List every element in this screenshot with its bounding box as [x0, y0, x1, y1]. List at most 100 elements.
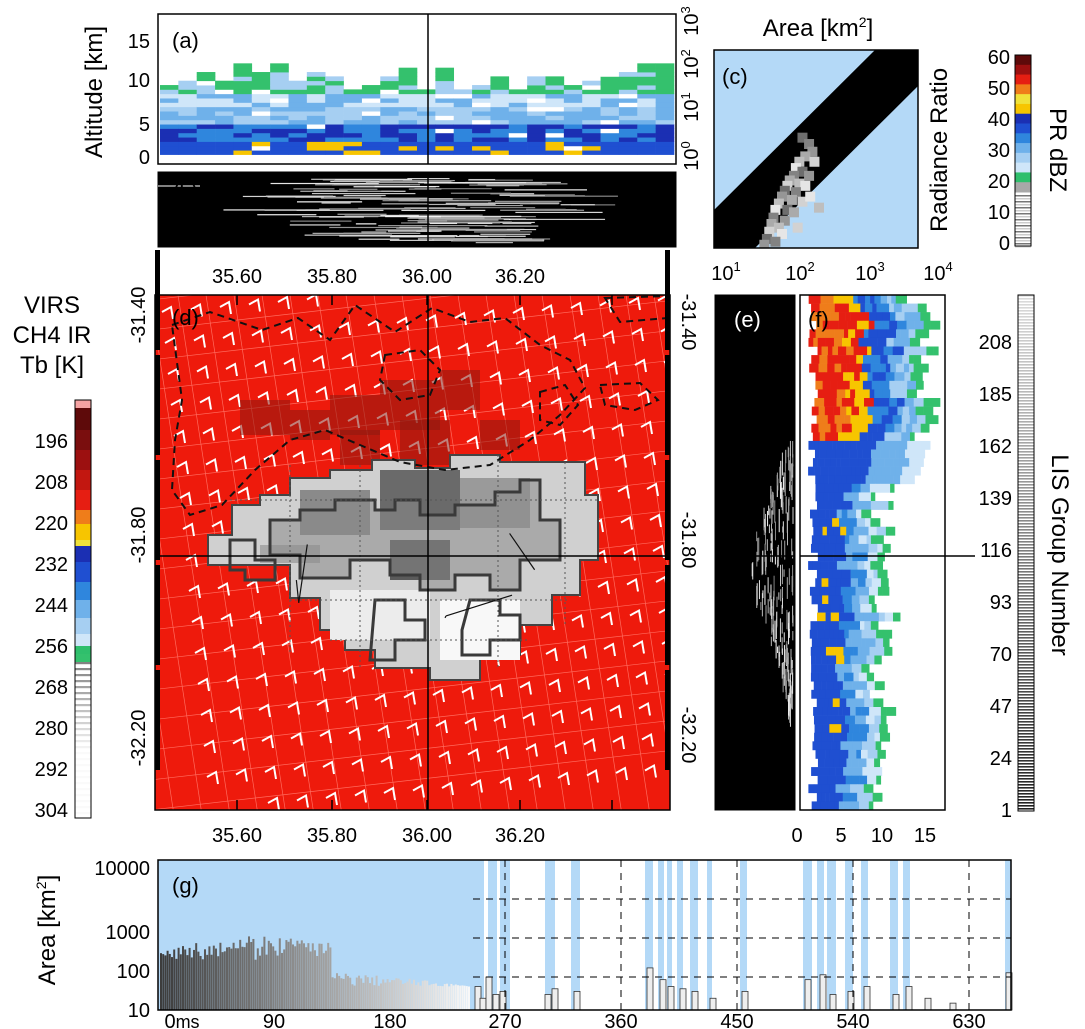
panel-g-bar — [428, 985, 431, 1010]
panel-f-cell — [868, 543, 878, 553]
panel-a-cell — [508, 111, 528, 116]
panel-b-streak — [390, 236, 455, 238]
panel-a-cell — [417, 128, 436, 134]
panel-b-streak — [427, 203, 496, 206]
panel-a-ytick: 10 — [128, 70, 150, 92]
lis-colorbar-stripe — [1018, 310, 1034, 312]
panel-d-mark — [550, 396, 563, 411]
virs-colorbar-stripe — [75, 686, 91, 689]
panel-a-cell — [545, 93, 565, 99]
panel-g-xtick: 0ms — [164, 1011, 199, 1029]
panel-f-cell — [819, 689, 827, 699]
panel-f-cell — [814, 295, 821, 304]
panel-g-bar — [311, 943, 314, 1010]
panel-c-point — [764, 226, 775, 237]
lis-colorbar-stripe — [1018, 460, 1034, 462]
panel-a-cell — [325, 89, 344, 95]
panel-a-cell — [270, 85, 289, 90]
panel-f-cell — [825, 689, 831, 699]
panel-d-mark — [193, 333, 206, 348]
panel-f-cell — [885, 526, 896, 536]
lis-colorbar-stripe — [1018, 301, 1034, 303]
panel-f-cell — [915, 406, 924, 416]
panel-f-cell — [811, 689, 820, 699]
panel-d-mark — [548, 678, 561, 693]
virs-colorbar-segment — [75, 510, 91, 525]
panel-f-cell — [844, 432, 851, 442]
panel-f-cell — [917, 346, 923, 356]
panel-f-cell — [828, 578, 837, 588]
panel-f-cell — [920, 423, 930, 433]
panel-f-cell — [887, 355, 898, 364]
panel-f-cell — [850, 792, 858, 802]
panel-d-mark — [577, 675, 590, 690]
panel-f-cell — [838, 681, 844, 691]
panel-a-cell — [196, 145, 216, 151]
panel-f-cell — [890, 466, 896, 476]
panel-d-mark — [370, 349, 383, 364]
panel-f-cell — [846, 363, 853, 373]
panel-f-cell — [841, 552, 847, 562]
panel-a-cell — [270, 128, 289, 134]
panel-d-mark — [518, 368, 531, 383]
panel-d-grid-line — [155, 295, 460, 330]
panel-g-bar — [551, 988, 559, 1011]
panel-a-cell — [306, 145, 326, 151]
panel-f-cell — [844, 543, 852, 553]
panel-a-cell — [637, 102, 656, 108]
panel-d-frame-ticks — [155, 250, 670, 810]
panel-f-cell — [836, 458, 841, 467]
panel-a-cell — [380, 137, 399, 142]
panel-g-shade-block — [677, 860, 683, 1010]
panel-f-cell — [823, 475, 829, 485]
panel-f-cell — [840, 458, 850, 467]
panel-f-cell — [843, 492, 853, 502]
pr-colorbar-segment — [1015, 84, 1031, 95]
panel-f-cell — [813, 337, 819, 347]
panel-f-cell — [870, 363, 876, 373]
panel-a-cell — [215, 89, 234, 95]
panel-d-mark — [188, 584, 201, 599]
panel-a-cell — [178, 89, 198, 95]
pr-colorbar-stripe — [1015, 207, 1031, 209]
panel-a-cell — [472, 124, 491, 129]
panel-a-cell — [251, 72, 271, 77]
panel-g-shade-block — [645, 860, 653, 1010]
panel-f-cell — [879, 380, 890, 390]
panel-a-cell — [160, 128, 179, 134]
panel-f-cell — [867, 337, 878, 347]
panel-f-cell — [889, 320, 898, 330]
panel-d-mark — [435, 719, 448, 734]
panel-a-cell — [270, 72, 289, 77]
panel-f-cell — [841, 355, 850, 364]
lis-colorbar-stripe — [1018, 778, 1034, 780]
panel-g-bar — [426, 980, 429, 1010]
panel-a-cell — [435, 85, 455, 90]
panel-a-cell — [306, 89, 326, 95]
panel-f-cell — [879, 724, 888, 734]
panel-a-cell — [160, 98, 179, 103]
panel-a-cell — [398, 76, 418, 82]
panel-f-cell — [844, 604, 853, 613]
panel-f-cell — [870, 295, 875, 304]
pr-colorbar-stripe — [1015, 204, 1031, 206]
panel-f-cell — [846, 406, 852, 416]
panel-e: (e) — [714, 294, 796, 811]
panel-a-cell — [618, 72, 638, 77]
panel-d-mark — [570, 301, 583, 316]
panel-a-cell — [380, 102, 399, 108]
panel-g-bar — [316, 955, 319, 1010]
panel-f-cell — [851, 406, 860, 416]
lis-colorbar-stripe — [1018, 808, 1034, 810]
panel-d-mark — [275, 576, 288, 591]
panel-d-mark — [403, 690, 416, 705]
panel-f-cell — [877, 552, 885, 562]
panel-f-cell — [834, 646, 844, 656]
lis-colorbar-stripe — [1018, 742, 1034, 744]
panel-g-bar — [380, 983, 382, 1010]
lis-colorbar-stripe — [1018, 535, 1034, 537]
panel-f-cell — [920, 440, 931, 450]
panel-a-cell — [306, 102, 326, 108]
panel-f-cell — [819, 475, 825, 485]
panel-d-storm-core — [268, 478, 562, 592]
